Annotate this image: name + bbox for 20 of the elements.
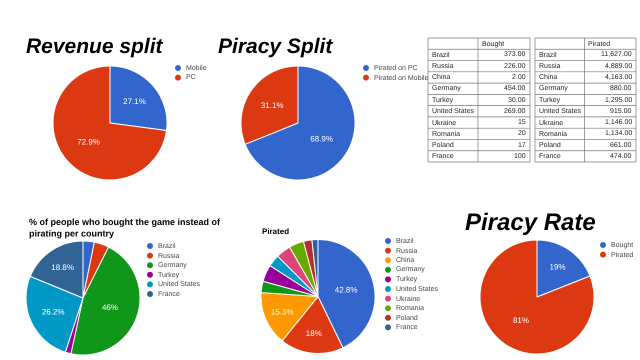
- data-label: 15.3%: [270, 308, 294, 317]
- data-label: 72.9%: [77, 137, 100, 146]
- chart-title: Revenue split: [26, 35, 164, 58]
- data-label: 27.1%: [123, 97, 146, 106]
- data-label: 19%: [550, 262, 566, 272]
- chart-title: Pirated: [262, 227, 290, 236]
- data-label: 81%: [512, 316, 529, 326]
- pie-slice: [244, 66, 356, 180]
- data-label: 31.1%: [260, 101, 284, 110]
- data-label: 26.2%: [42, 307, 64, 316]
- chart-title: Piracy Rate: [465, 209, 596, 236]
- data-label: 68.9%: [310, 134, 333, 144]
- chart-title: % of people who bought the game instead of pirating per country: [29, 217, 221, 239]
- data-label: 42.8%: [334, 286, 358, 295]
- pie-slice: [52, 66, 168, 180]
- chart-title: Piracy Split: [218, 35, 334, 58]
- data-label: 46%: [102, 303, 118, 312]
- pie-slice: [480, 240, 594, 354]
- data-label: 18.8%: [51, 263, 74, 272]
- data-label: 18%: [306, 328, 322, 338]
